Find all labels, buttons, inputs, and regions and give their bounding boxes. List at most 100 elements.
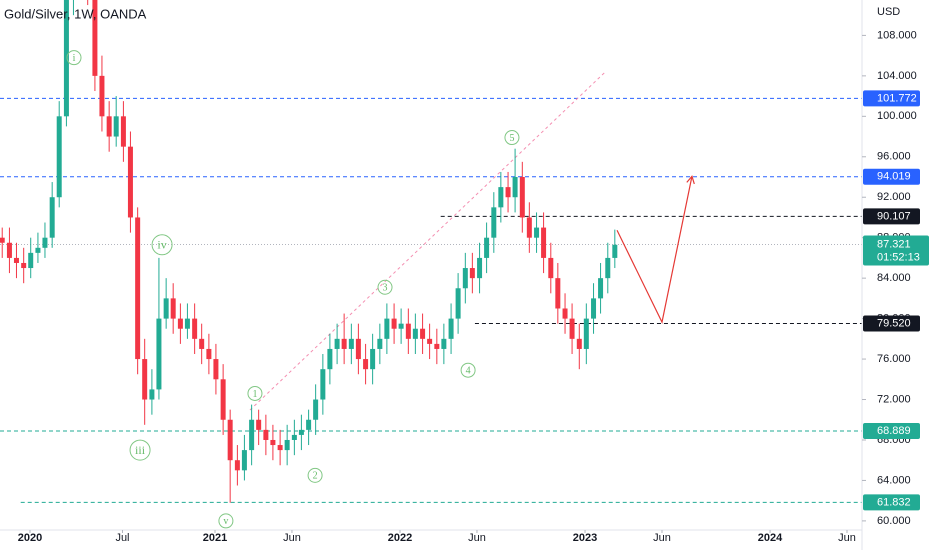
candle-body: [277, 445, 283, 451]
candle-body: [320, 369, 326, 400]
x-tick-label: Jun: [283, 532, 301, 544]
candle-body: [412, 328, 418, 339]
candle-body: [391, 318, 397, 329]
y-tick-label: 96.000: [877, 151, 911, 163]
candle-body: [135, 217, 141, 360]
x-tick-label: Jul: [115, 532, 129, 544]
candle-body: [177, 318, 183, 329]
candle-body: [220, 379, 226, 420]
candle-body: [56, 116, 62, 198]
candle-body: [512, 177, 518, 198]
wave-label: 5: [509, 133, 514, 144]
candle-body: [548, 257, 554, 279]
candle-body: [455, 288, 461, 319]
candle-body: [6, 242, 12, 258]
candle-body: [156, 318, 162, 390]
candle-body: [149, 389, 155, 400]
wave-label: i: [73, 53, 76, 64]
candle-body: [405, 323, 411, 339]
candle-body: [206, 348, 212, 360]
level-label: 61.832: [877, 496, 911, 508]
candle-body: [0, 237, 5, 243]
wave-circle: [460, 362, 476, 378]
candle-body: [348, 338, 354, 349]
level-label: 101.772: [877, 92, 917, 104]
candle-body: [127, 146, 133, 218]
wave-circle: [129, 439, 151, 461]
candle-body: [491, 207, 497, 238]
candle-body: [541, 227, 547, 258]
candle-body: [555, 278, 561, 309]
candle-body: [92, 0, 98, 76]
x-tick-label: 2024: [758, 532, 783, 544]
projection-path: [616, 176, 693, 324]
candle-body: [605, 257, 611, 279]
candle-body: [612, 244, 618, 258]
level-label-bg: [863, 422, 920, 439]
projection-arrowhead: [686, 175, 695, 185]
level-label-bg: [863, 90, 920, 107]
candle-body: [213, 359, 219, 380]
candle-body: [462, 268, 468, 289]
candle-body: [334, 338, 340, 349]
candle-body: [598, 278, 604, 299]
y-tick-label: 108.000: [877, 29, 917, 41]
candle-body: [498, 187, 504, 208]
y-tick-label: 84.000: [877, 272, 911, 284]
candle-body: [384, 318, 390, 339]
candle-body: [526, 217, 532, 238]
candle-body: [441, 338, 447, 349]
candle-body: [591, 298, 597, 319]
candle-body: [427, 338, 433, 344]
x-tick-label: 2022: [388, 532, 412, 544]
wave-circle: [504, 130, 520, 146]
candle-body: [199, 338, 205, 349]
level-label-bg: [863, 168, 920, 185]
y-tick-label: 104.000: [877, 70, 917, 82]
candle-body: [28, 252, 34, 269]
candle-body: [583, 318, 589, 349]
wave-circle: [218, 513, 234, 529]
candle-body: [434, 343, 440, 349]
level-label: 90.107: [877, 210, 911, 222]
candle-body: [327, 348, 333, 370]
wave-label: iv: [157, 238, 166, 252]
y-tick-label: 100.000: [877, 110, 917, 122]
candle-body: [284, 439, 290, 451]
candle-body: [13, 257, 19, 263]
wave-circle: [151, 234, 173, 256]
x-tick-label: 2021: [203, 532, 227, 544]
candle-body: [184, 318, 190, 329]
wave-circle: [307, 467, 323, 483]
candle-body: [355, 338, 361, 360]
candle-body: [113, 116, 119, 137]
candle-body: [249, 419, 255, 451]
y-tick-label: 92.000: [877, 191, 911, 203]
level-label: 94.019: [877, 171, 911, 183]
candle-body: [241, 450, 247, 471]
x-tick-label: Jun: [653, 532, 671, 544]
y-tick-label: 60.000: [877, 515, 911, 527]
candle-body: [21, 262, 27, 269]
candle-body: [469, 268, 475, 279]
last-price-bg: [863, 235, 929, 266]
wave-label: 4: [466, 365, 471, 376]
countdown-label: 01:52:13: [877, 251, 920, 263]
candle-body: [63, 0, 69, 117]
wave-label: iii: [135, 443, 146, 457]
candle-body: [227, 419, 233, 461]
candle-body: [370, 348, 376, 370]
wave-circle: [247, 385, 263, 401]
candle-body: [313, 399, 319, 420]
candle-body: [42, 237, 48, 248]
y-tick-label: 72.000: [877, 393, 911, 405]
level-label: 68.889: [877, 425, 911, 437]
wave-label: 1: [252, 389, 257, 400]
candle-body: [35, 247, 41, 253]
candle-body: [519, 177, 525, 218]
candle-body: [291, 434, 297, 440]
axes: 60.00064.00068.00072.00076.00080.00084.0…: [18, 29, 929, 544]
candle-body: [120, 116, 126, 147]
x-tick-label: Jun: [468, 532, 486, 544]
